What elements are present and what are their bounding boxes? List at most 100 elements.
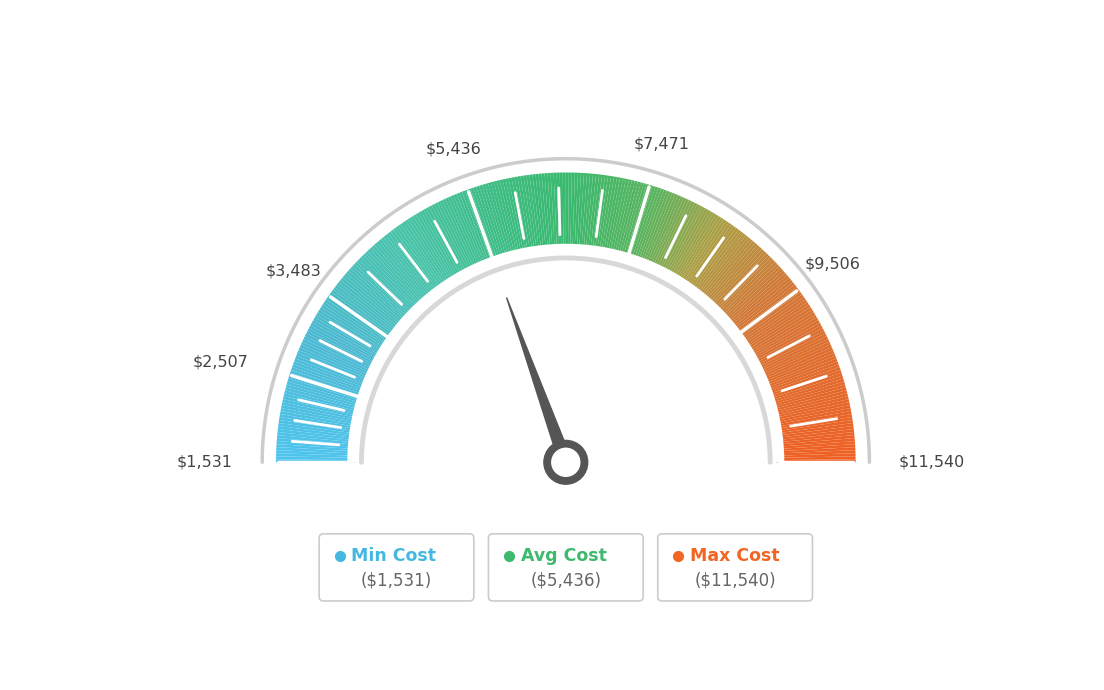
Polygon shape [553, 170, 560, 253]
Polygon shape [282, 393, 362, 414]
Polygon shape [529, 172, 542, 254]
Polygon shape [461, 188, 492, 266]
Polygon shape [487, 180, 511, 260]
Polygon shape [279, 402, 360, 421]
Polygon shape [305, 330, 379, 369]
Polygon shape [698, 235, 752, 300]
Polygon shape [496, 178, 518, 258]
Polygon shape [485, 181, 509, 260]
Polygon shape [723, 269, 787, 325]
Polygon shape [306, 327, 380, 367]
Polygon shape [318, 306, 389, 351]
Polygon shape [277, 417, 358, 432]
Text: $5,436: $5,436 [425, 141, 481, 157]
Polygon shape [651, 195, 688, 271]
Polygon shape [433, 201, 473, 275]
Polygon shape [746, 314, 818, 357]
Polygon shape [764, 364, 841, 393]
Polygon shape [402, 219, 449, 288]
Polygon shape [507, 297, 572, 464]
Polygon shape [739, 296, 807, 344]
Polygon shape [684, 221, 732, 290]
Polygon shape [417, 210, 460, 282]
Polygon shape [679, 216, 725, 286]
Polygon shape [321, 301, 391, 348]
Polygon shape [729, 279, 795, 332]
Polygon shape [382, 233, 435, 299]
Polygon shape [442, 197, 478, 272]
Polygon shape [286, 375, 365, 402]
Polygon shape [775, 441, 857, 449]
Polygon shape [677, 214, 722, 285]
Polygon shape [661, 202, 701, 276]
Polygon shape [344, 269, 408, 325]
Polygon shape [294, 355, 370, 387]
Polygon shape [649, 195, 684, 270]
Polygon shape [601, 175, 617, 255]
Polygon shape [747, 316, 820, 359]
Polygon shape [275, 438, 357, 447]
Polygon shape [278, 411, 359, 427]
Polygon shape [431, 202, 470, 276]
Polygon shape [360, 254, 418, 314]
Polygon shape [310, 319, 383, 361]
Polygon shape [605, 175, 624, 256]
Polygon shape [527, 172, 540, 254]
Polygon shape [774, 426, 856, 438]
Polygon shape [565, 170, 569, 252]
Polygon shape [315, 311, 386, 355]
Polygon shape [620, 180, 645, 260]
Polygon shape [311, 316, 384, 359]
Polygon shape [275, 435, 357, 445]
Polygon shape [532, 172, 544, 253]
Polygon shape [767, 381, 847, 406]
Polygon shape [708, 248, 766, 309]
Polygon shape [734, 288, 802, 339]
Polygon shape [733, 286, 800, 337]
Polygon shape [325, 296, 393, 344]
Polygon shape [657, 199, 696, 274]
Polygon shape [669, 208, 712, 280]
Polygon shape [725, 272, 788, 326]
Polygon shape [390, 228, 440, 295]
Polygon shape [740, 298, 809, 346]
Polygon shape [598, 174, 615, 255]
Polygon shape [341, 274, 405, 328]
Polygon shape [386, 230, 438, 296]
Polygon shape [425, 205, 467, 278]
Text: ($5,436): ($5,436) [530, 571, 602, 589]
Polygon shape [576, 171, 584, 253]
Polygon shape [628, 184, 656, 262]
Polygon shape [603, 175, 620, 256]
Polygon shape [768, 386, 849, 410]
Polygon shape [751, 324, 825, 365]
Polygon shape [423, 206, 465, 279]
Polygon shape [319, 304, 390, 350]
Polygon shape [438, 198, 476, 273]
Polygon shape [476, 184, 503, 262]
Polygon shape [467, 186, 497, 264]
Polygon shape [347, 267, 410, 324]
Polygon shape [444, 195, 480, 271]
Polygon shape [274, 453, 355, 458]
Polygon shape [753, 330, 827, 369]
Polygon shape [688, 224, 737, 293]
Polygon shape [289, 366, 368, 395]
FancyBboxPatch shape [658, 534, 813, 601]
Polygon shape [349, 265, 411, 322]
Polygon shape [280, 395, 361, 417]
Polygon shape [493, 179, 516, 259]
Text: $1,531: $1,531 [177, 455, 233, 470]
Polygon shape [630, 185, 659, 263]
Polygon shape [641, 190, 673, 267]
Polygon shape [506, 176, 524, 257]
Polygon shape [710, 250, 768, 310]
Polygon shape [539, 171, 549, 253]
Polygon shape [410, 214, 455, 285]
Polygon shape [394, 224, 444, 293]
Polygon shape [771, 399, 851, 419]
Polygon shape [295, 352, 371, 385]
Polygon shape [314, 314, 385, 357]
Polygon shape [373, 241, 428, 305]
Polygon shape [517, 174, 533, 255]
